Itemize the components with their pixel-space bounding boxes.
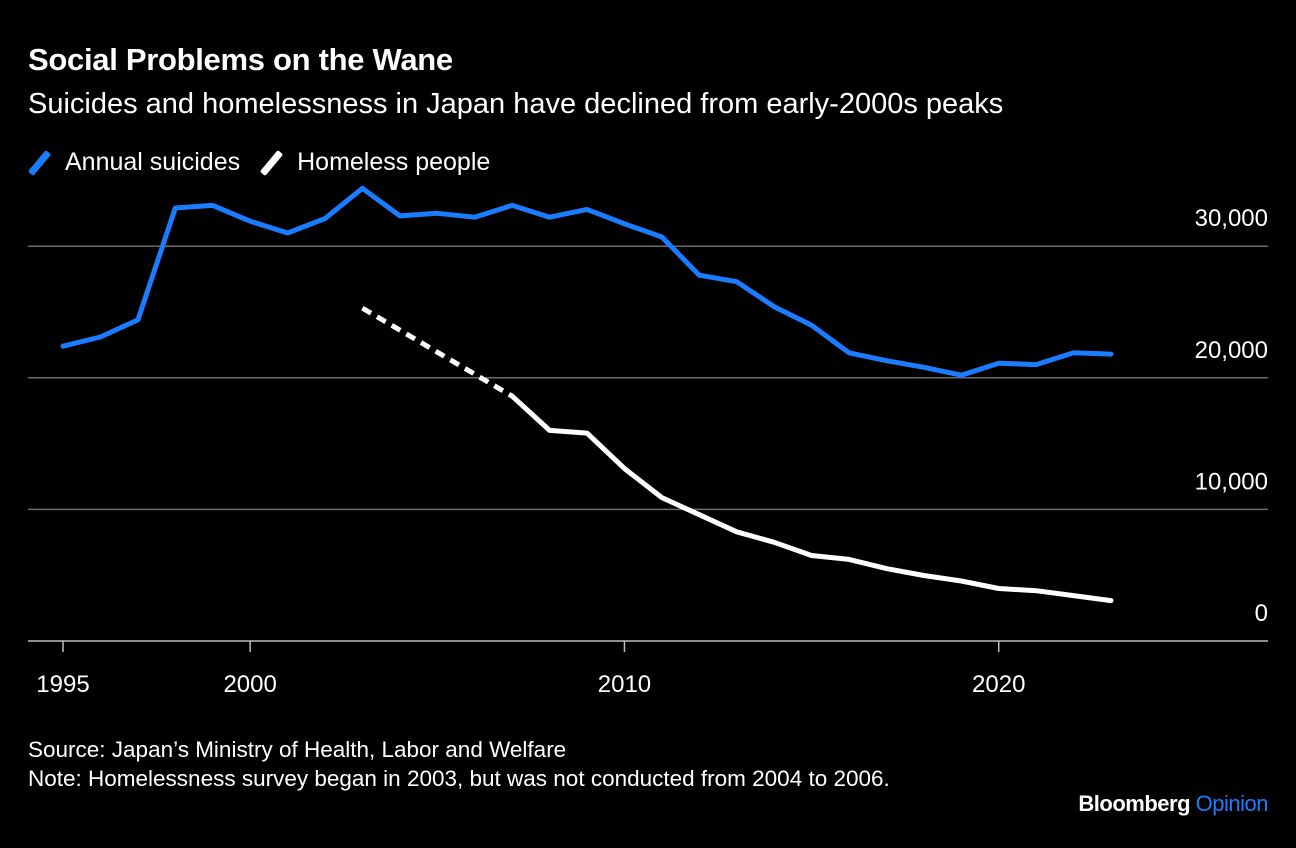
chart-title: Social Problems on the Wane	[28, 42, 453, 77]
x-tick-label-1995: 1995	[36, 671, 89, 698]
methodology-note: Note: Homelessness survey began in 2003,…	[28, 766, 890, 791]
brand-section: Opinion	[1195, 791, 1269, 816]
chart-subtitle: Suicides and homelessness in Japan have …	[28, 88, 1004, 120]
y-tick-label-10000: 10,000	[1195, 468, 1268, 495]
y-tick-label-30000: 30,000	[1195, 205, 1268, 232]
chart-footer: Source: Japan’s Ministry of Health, Labo…	[28, 735, 1028, 793]
x-tick-label-2020: 2020	[972, 671, 1025, 698]
y-tick-label-20000: 20,000	[1195, 337, 1268, 364]
x-tick-label-2010: 2010	[598, 671, 651, 698]
x-tick-label-2000: 2000	[223, 671, 276, 698]
series-homeless-people-line-dashed	[361, 305, 514, 399]
brand-name: Bloomberg	[1078, 791, 1191, 816]
legend-label-suicides: Annual suicides	[65, 148, 241, 176]
series-homeless-people-line-solid	[509, 393, 1114, 604]
legend-label-homeless: Homeless people	[297, 148, 491, 176]
legend-item-homeless: Homeless people	[259, 148, 491, 177]
brand-logo: Bloomberg Opinion	[1078, 791, 1268, 817]
y-tick-label-0: 0	[1255, 600, 1268, 627]
legend-item-suicides: Annual suicides	[27, 148, 241, 177]
series-annual-suicides-line	[60, 185, 1114, 378]
source-note: Source: Japan’s Ministry of Health, Labo…	[28, 737, 567, 762]
chart-legend: Annual suicides Homeless people	[27, 148, 512, 177]
